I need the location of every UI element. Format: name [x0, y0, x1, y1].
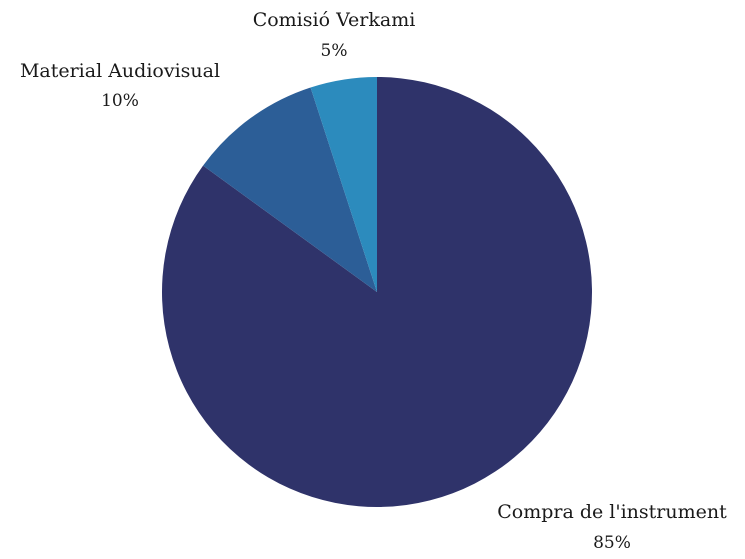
slice-value-comisio: 5% — [321, 41, 348, 61]
slice-label-group-compra: Compra de l'instrument 85% — [497, 501, 727, 553]
pie-slice-material-audiovisual — [203, 87, 377, 292]
slice-label-group-comisio: Comisió Verkami 5% — [253, 9, 416, 61]
pie-slices — [161, 77, 593, 507]
slice-value-material: 10% — [101, 91, 139, 111]
slice-label-group-material: Material Audiovisual 10% — [20, 60, 220, 111]
pie-slice-comisi-verkami — [310, 77, 377, 292]
slice-label-material: Material Audiovisual — [20, 60, 220, 82]
slice-label-comisio: Comisió Verkami — [253, 9, 416, 31]
slice-value-compra: 85% — [593, 533, 631, 553]
slice-label-compra: Compra de l'instrument — [497, 501, 727, 523]
